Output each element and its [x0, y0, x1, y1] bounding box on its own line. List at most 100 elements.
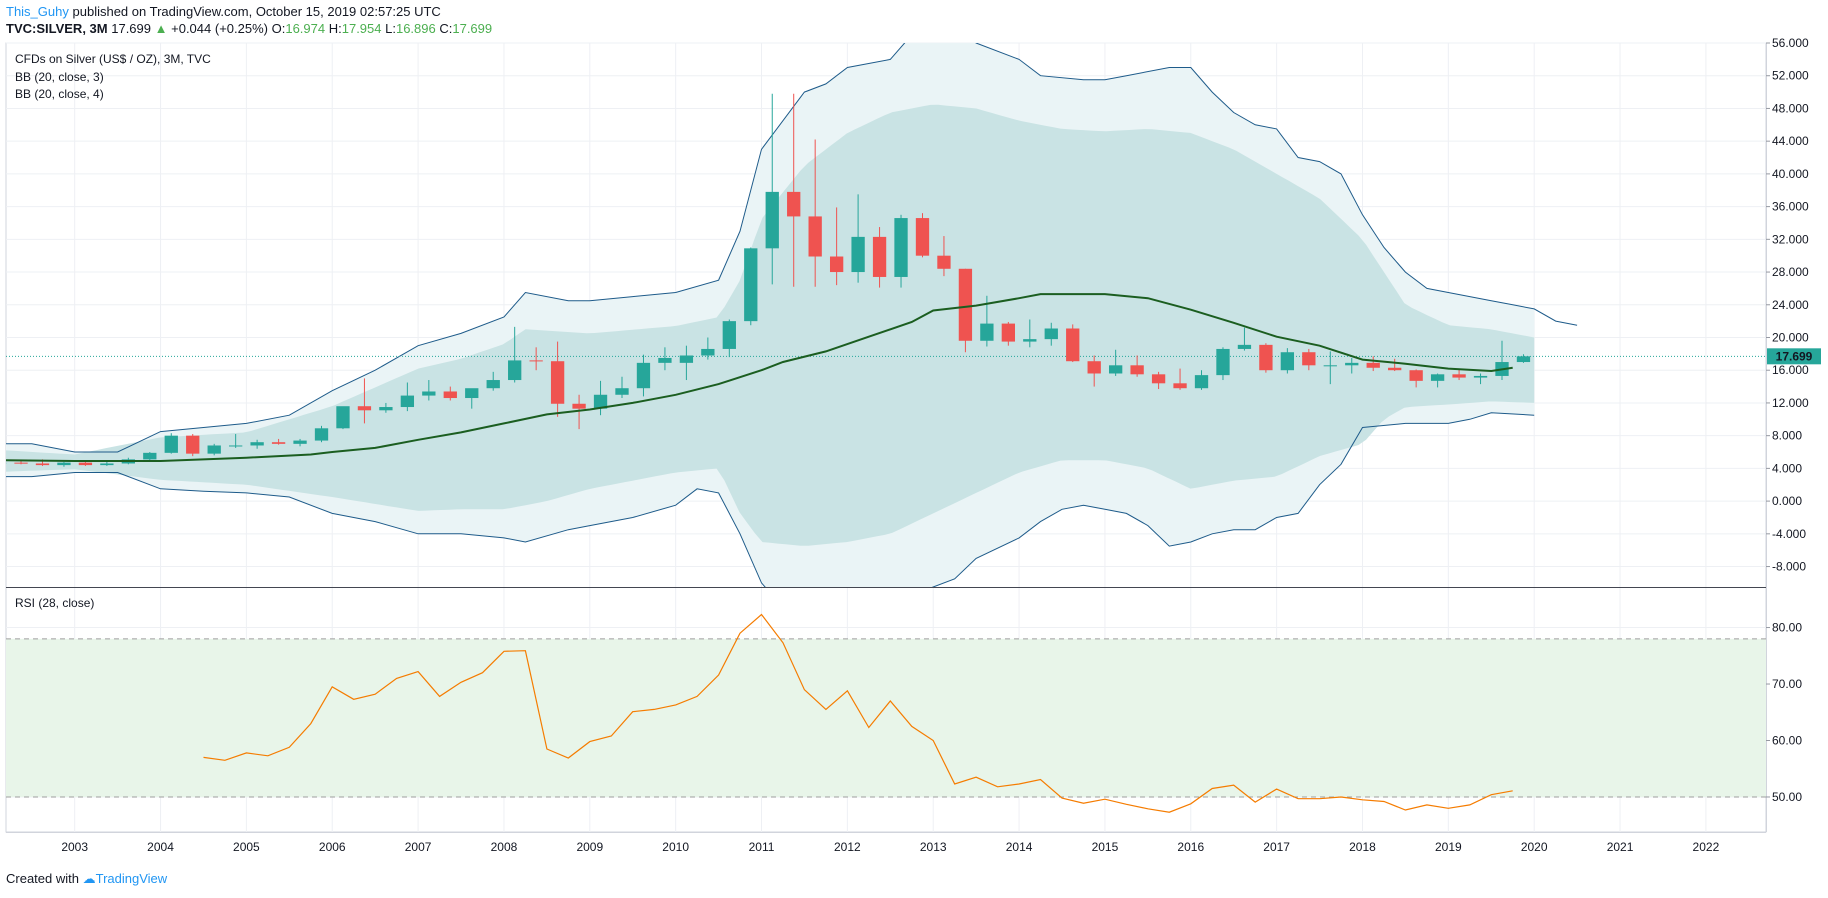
rsi-pane[interactable] [6, 613, 1766, 813]
candle-body [1109, 365, 1123, 374]
candle-body [808, 216, 822, 257]
x-tick-label: 2009 [576, 840, 603, 854]
candle-body [1452, 374, 1466, 378]
main-legend[interactable]: CFDs on Silver (US$ / OZ), 3M, TVC [15, 52, 211, 66]
y-tick-label: 24.000 [1772, 298, 1809, 312]
x-tick-label: 2012 [834, 840, 861, 854]
candle-body [508, 360, 522, 381]
x-tick-label: 2011 [749, 840, 775, 854]
open-label: O: [271, 21, 286, 36]
close-label: C: [439, 21, 453, 36]
candle-body [1302, 352, 1316, 366]
candle-body [1388, 367, 1402, 371]
candle-body [250, 442, 264, 446]
candle-body [1366, 362, 1380, 368]
price-pane[interactable] [0, 27, 1766, 616]
candle-body [207, 445, 221, 454]
y-tick-label: 28.000 [1772, 265, 1809, 279]
candle-body [1173, 383, 1187, 389]
candle-body [35, 463, 50, 466]
time-axis[interactable]: 2003 2004 2005 2006 2007 2008 2009 2010 2011 2012… [61, 840, 1719, 854]
candle-body [529, 360, 543, 362]
candle-body [1023, 339, 1037, 342]
candle-body [1151, 374, 1166, 384]
bb2-legend[interactable]: BB (20, close, 4) [15, 87, 104, 101]
candle-body [271, 442, 286, 444]
rsi-legend[interactable]: RSI (28, close) [15, 596, 95, 610]
y-tick-label: 36.000 [1772, 200, 1809, 214]
candle-body [357, 406, 372, 411]
last-price-marker: 17.699 [1767, 348, 1821, 365]
low-label: L: [385, 21, 396, 36]
x-tick-label: 2008 [491, 840, 518, 854]
rsi-tick-label: 80.00 [1772, 621, 1802, 635]
candle-body [658, 357, 672, 363]
candle-body [636, 362, 651, 389]
price-change: +0.044 (+0.25%) [171, 21, 268, 36]
candle-body [593, 394, 608, 409]
tradingview-logo-icon: ☁ [82, 871, 96, 886]
y-tick-label: 44.000 [1772, 134, 1809, 148]
bb1-legend[interactable]: BB (20, close, 3) [15, 70, 104, 84]
candle-body [1345, 362, 1359, 366]
y-tick-label: 16.000 [1772, 363, 1809, 377]
rsi-band-fill [6, 638, 1766, 797]
candle-body [679, 355, 694, 363]
x-tick-label: 2015 [1092, 840, 1119, 854]
candle-body [958, 268, 973, 341]
y-tick-label: 32.000 [1772, 232, 1809, 246]
y-tick-label: 0.000 [1772, 494, 1802, 508]
candle-body [851, 236, 865, 273]
candle-body [572, 403, 586, 409]
price-axis[interactable]: 56.000 52.000 48.000 44.000 40.000 36.000 32.0… [1766, 36, 1809, 574]
last-price-box [1767, 348, 1821, 365]
low-value: 16.896 [395, 21, 436, 36]
last-price-label: 17.699 [1776, 349, 1813, 363]
tradingview-link[interactable]: TradingView [95, 871, 168, 886]
candle-body [465, 388, 479, 399]
author-link[interactable]: This_Guhy [6, 4, 69, 19]
candle-body [164, 435, 178, 453]
y-tick-label: 8.000 [1772, 429, 1802, 443]
y-tick-label: 52.000 [1772, 69, 1809, 83]
candle-body [701, 348, 715, 356]
x-tick-label: 2005 [233, 840, 260, 854]
y-tick-label: -8.000 [1772, 560, 1806, 574]
candle-body [400, 395, 415, 408]
candle-body [1087, 361, 1101, 374]
candle-body [57, 462, 71, 466]
candle-body [894, 218, 908, 277]
x-tick-label: 2013 [920, 840, 947, 854]
rsi-tick-label: 60.00 [1772, 734, 1802, 748]
footer: Created with ☁TradingView [6, 871, 167, 887]
x-tick-label: 2004 [147, 840, 174, 854]
open-value: 16.974 [285, 21, 326, 36]
candle-body [1430, 374, 1445, 381]
candle-body [1323, 365, 1337, 367]
y-tick-label: 12.000 [1772, 396, 1809, 410]
candle-body [915, 218, 930, 256]
x-tick-label: 2019 [1435, 840, 1462, 854]
rsi-line [203, 613, 1513, 813]
x-tick-label: 2018 [1349, 840, 1376, 854]
rsi-axis[interactable]: 80.00 70.00 60.00 50.00 [1766, 621, 1802, 804]
candle-body [1066, 328, 1080, 362]
candle-body [765, 191, 779, 249]
x-tick-label: 2014 [1006, 840, 1033, 854]
candle-body [550, 361, 565, 404]
candle-body [744, 248, 758, 322]
candle-body [443, 391, 457, 399]
bb4-upper-line [6, 43, 1578, 453]
candle-body [336, 406, 350, 429]
candle-body [1044, 328, 1058, 340]
candle-body [1130, 365, 1144, 375]
x-tick-label: 2021 [1607, 840, 1634, 854]
up-arrow-icon: ▲ [154, 21, 168, 36]
candle-body [143, 452, 157, 460]
y-tick-label: 56.000 [1772, 36, 1809, 50]
bb4-lower-line [6, 412, 1535, 587]
x-tick-label: 2010 [662, 840, 689, 854]
candle-body [379, 407, 393, 411]
y-tick-label: 4.000 [1772, 461, 1802, 475]
